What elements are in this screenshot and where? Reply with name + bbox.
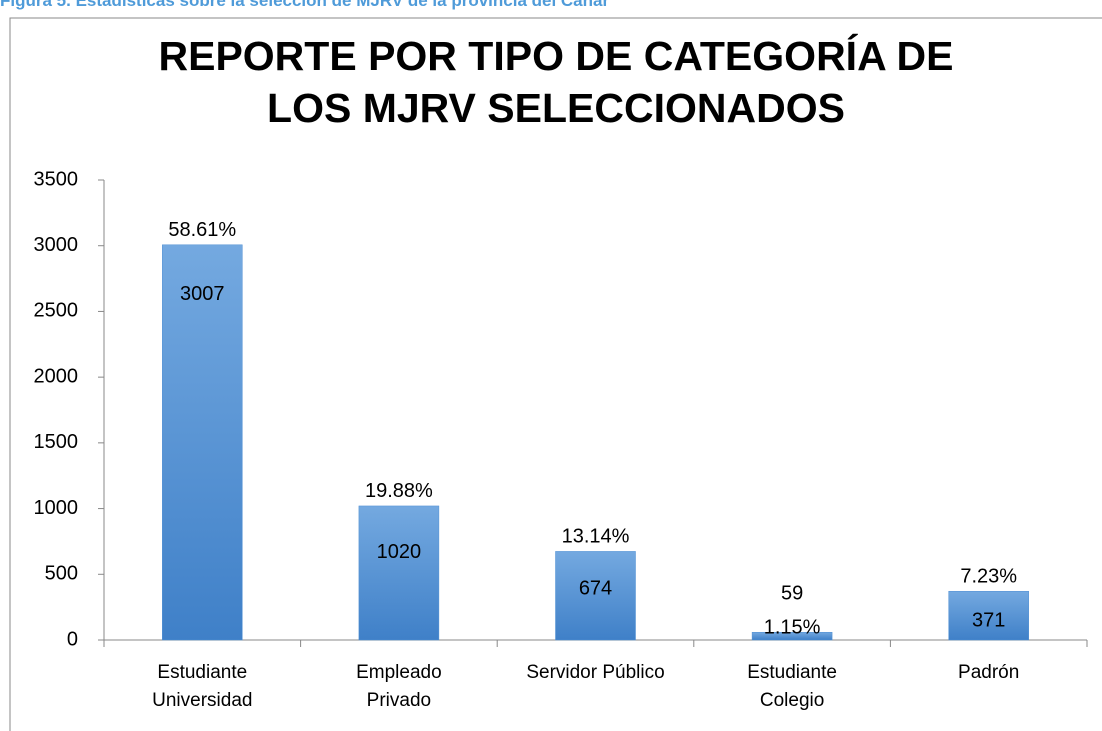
bar [751,631,833,641]
value-label: 674 [579,577,612,599]
x-tick-label: Estudiante Colegio [747,662,837,711]
x-tick-label: Empleado Privado [356,662,442,711]
bar [162,244,243,641]
chart-title: REPORTE POR TIPO DE CATEGORÍA DE LOS MJR… [158,33,954,131]
x-tick-label: Padrón [958,662,1020,683]
caption: Figura 5. Estadísticas sobre la selecció… [0,0,610,10]
percent-label: 58.61% [168,219,236,241]
percent-label: 7.23% [960,566,1017,588]
y-tick-label: 2500 [34,300,79,322]
y-tick-label: 0 [67,628,78,650]
x-tick-label: Estudiante Universidad [152,662,253,711]
percent-label: 19.88% [365,480,433,502]
frame [9,17,1102,731]
value-label: 1020 [377,541,422,563]
bar [948,590,1029,641]
value-label: 371 [972,609,1005,631]
percent-label: 13.14% [562,526,630,548]
y-tick-label: 3000 [34,234,79,256]
bar [358,505,440,641]
percent-label: 1.15% [764,617,821,639]
value-label: 3007 [180,283,225,305]
y-tick-label: 3500 [34,168,79,190]
bar [555,551,636,641]
y-tick-label: 1000 [34,497,79,519]
x-tick-label: Servidor Público [526,662,665,683]
y-tick-label: 1500 [34,431,79,453]
y-tick-label: 2000 [34,365,79,387]
y-tick-label: 500 [45,563,78,585]
value-label: 59 [781,583,803,605]
